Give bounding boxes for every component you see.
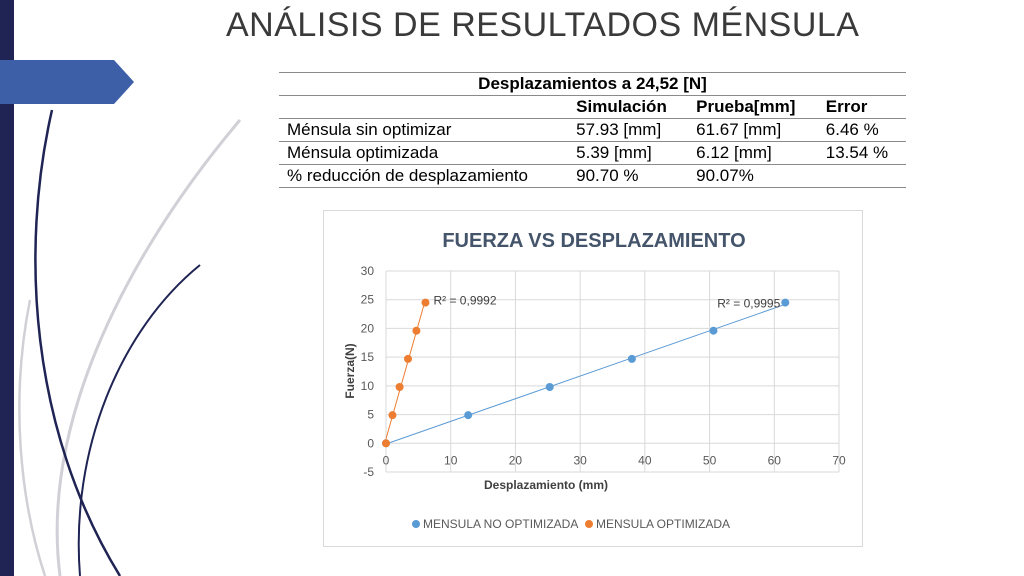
table-row: Ménsula sin optimizar 57.93 [mm] 61.67 [… [279,118,906,142]
r-squared-label: R² = 0,9995 [717,297,780,311]
x-axis-label: Desplazamiento (mm) [484,478,608,492]
legend-entry: MENSULA OPTIMIZADA [596,517,730,531]
legend-marker [585,520,593,528]
data-point [464,411,473,420]
force-displacement-chart: FUERZA VS DESPLAZAMIENTO -5 0 5 10 15 20 25 30 0… [343,230,846,531]
table-cell: 13.54 % [817,141,906,165]
data-point [421,298,430,307]
table-cell: 90.07% [688,164,818,188]
table-cell: 61.67 [mm] [688,118,818,142]
table-row: % reducción de desplazamiento 90.70 % 90… [279,164,906,188]
y-tick-label: 5 [367,408,374,422]
table-header-cell: Error [817,95,906,119]
chart-ticks: -5 0 5 10 15 20 25 30 0 10 20 30 40 50 60 70 [361,264,846,479]
table-cell: % reducción de desplazamiento [279,164,569,188]
table-cell: 6.12 [mm] [688,141,818,165]
table-cell: Ménsula sin optimizar [279,118,569,142]
data-point [395,383,404,392]
x-tick-label: 70 [832,453,846,467]
y-tick-label: -5 [363,465,374,479]
table-caption: Desplazamientos a 24,52 [N] [279,72,906,96]
x-tick-label: 20 [509,453,523,467]
decorative-curves [18,109,242,576]
legend-marker [412,520,420,528]
data-point [388,411,397,420]
chart-title: FUERZA VS DESPLAZAMIENTO [442,230,745,252]
y-tick-label: 25 [361,293,375,307]
data-point [404,354,413,363]
table-cell: 5.39 [mm] [568,141,689,165]
data-point [545,383,554,392]
left-accent-bar [0,0,14,576]
chart-legend: MENSULA NO OPTIMIZADA MENSULA OPTIMIZADA [412,517,730,531]
table-header-cell [279,95,569,119]
data-point [781,298,790,307]
table-header-cell: Prueba[mm] [688,95,818,119]
trendline [385,303,786,445]
chart-frame: FUERZA VS DESPLAZAMIENTO -5 0 5 10 15 20 25 30 0… [323,210,863,547]
slide-title: ANÁLISIS DE RESULTADOS MÉNSULA [226,6,860,44]
data-point [709,326,718,335]
data-point [627,354,636,363]
y-tick-label: 30 [361,264,375,278]
title-arrow-shape [0,60,134,104]
table-header-row: Simulación Prueba[mm] Error [279,95,906,119]
displacement-table: Desplazamientos a 24,52 [N] Simulación P… [279,72,906,188]
y-tick-label: 20 [361,321,375,335]
table-row: Ménsula optimizada 5.39 [mm] 6.12 [mm] 1… [279,141,906,165]
data-point [412,326,421,335]
x-tick-label: 50 [703,453,717,467]
table-cell: Ménsula optimizada [279,141,569,165]
data-point [382,439,390,448]
x-tick-label: 60 [768,453,782,467]
chart-grid [385,270,840,473]
legend-entry: MENSULA NO OPTIMIZADA [423,517,578,531]
table-cell: 57.93 [mm] [568,118,689,142]
table-cell: 6.46 % [817,118,906,142]
y-axis-label: Fuerza(N) [343,343,357,398]
table-header-cell: Simulación [568,95,689,119]
y-tick-label: 10 [361,379,375,393]
chart-series: R² = 0,9995 R² = 0,9992 [382,294,790,448]
y-tick-label: 0 [367,436,374,450]
table-cell [817,164,906,188]
y-tick-label: 15 [361,350,375,364]
table-cell: 90.70 % [568,164,689,188]
table-caption-row: Desplazamientos a 24,52 [N] [279,72,906,96]
r-squared-label: R² = 0,9992 [433,294,496,308]
x-tick-label: 0 [383,453,390,467]
x-tick-label: 40 [638,453,652,467]
x-tick-label: 30 [573,453,587,467]
x-tick-label: 10 [444,453,458,467]
